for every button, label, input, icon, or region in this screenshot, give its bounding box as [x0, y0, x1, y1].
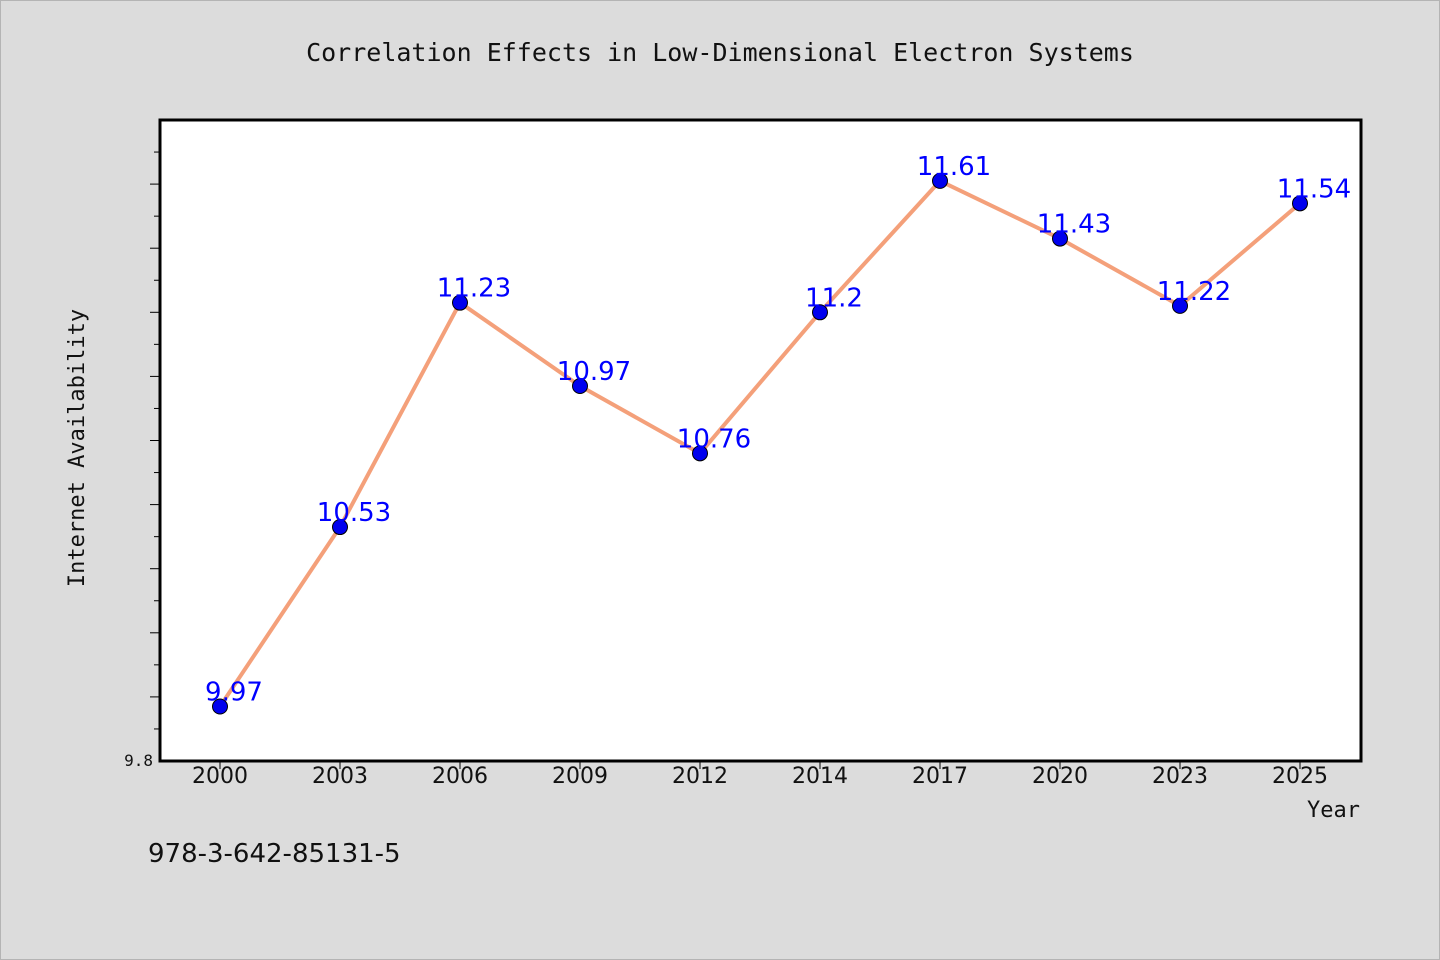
y-tick-label: 9.8 — [124, 751, 153, 770]
data-label: 11.2 — [805, 283, 863, 313]
data-point — [692, 445, 708, 462]
data-label: 11.43 — [1037, 210, 1111, 240]
data-point — [812, 304, 828, 321]
x-axis-label: Year — [1307, 798, 1360, 823]
data-label: 10.76 — [677, 424, 751, 454]
isbn-text: 978-3-642-85131-5 — [148, 839, 401, 869]
data-point — [1052, 230, 1068, 247]
x-tick-label: 2000 — [192, 764, 248, 789]
data-label: 11.22 — [1157, 277, 1231, 307]
x-tick-label: 2003 — [312, 764, 368, 789]
x-tick-label: 2025 — [1272, 764, 1328, 789]
data-point — [1292, 195, 1308, 212]
data-point — [452, 294, 468, 311]
x-tick-label: 2014 — [792, 764, 848, 789]
y-axis-ticks — [150, 151, 160, 730]
x-tick-label: 2012 — [672, 764, 728, 789]
x-tick-label: 2023 — [1152, 764, 1208, 789]
x-tick-label: 2017 — [912, 764, 968, 789]
data-labels: 9.97 10.53 11.23 10.97 10.76 11.2 11.61 11.43 11… — [205, 152, 1351, 708]
data-label: 10.53 — [317, 498, 391, 528]
data-point — [572, 378, 588, 395]
chart-title: Correlation Effects in Low-Dimensional E… — [306, 38, 1134, 67]
series-line-group — [218, 178, 1302, 709]
data-label: 11.54 — [1277, 174, 1351, 204]
x-tick-label: 2009 — [552, 764, 608, 789]
data-point — [932, 172, 948, 189]
data-label: 9.97 — [205, 678, 263, 708]
plot-area — [158, 118, 1363, 763]
x-tick-label: 2006 — [432, 764, 488, 789]
y-axis-label: Internet Availability — [65, 309, 90, 587]
x-axis-ticks — [219, 761, 1301, 769]
x-tick-label: 2020 — [1032, 764, 1088, 789]
data-label: 11.61 — [917, 152, 991, 182]
data-point — [212, 698, 228, 715]
data-point — [1172, 297, 1188, 314]
data-point — [332, 519, 348, 536]
series-line — [218, 178, 1302, 709]
data-label: 11.23 — [437, 274, 511, 304]
data-label: 10.97 — [557, 357, 631, 387]
x-tick-labels: 2000 2003 2006 2009 2012 2014 2017 2020 2023 2025 — [192, 764, 1328, 789]
data-points — [212, 172, 1308, 715]
